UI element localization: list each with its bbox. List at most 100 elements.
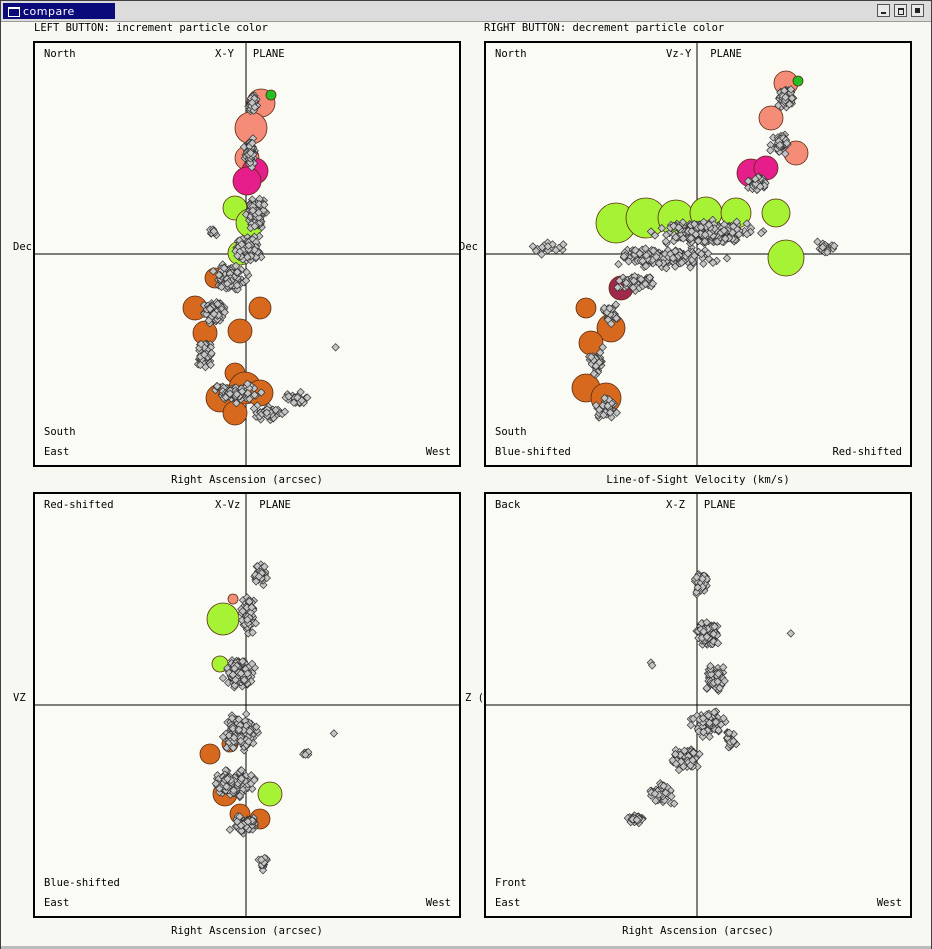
particle	[720, 220, 729, 229]
particle	[238, 657, 247, 666]
particle	[719, 663, 728, 672]
xy-side-label: Dec	[13, 241, 32, 253]
particle	[694, 236, 703, 246]
xy-top-left-label: North	[44, 48, 76, 60]
particle	[217, 282, 226, 292]
particle	[704, 220, 714, 229]
particle	[213, 382, 222, 391]
highlighted-particle	[265, 89, 277, 101]
particle	[284, 392, 293, 401]
particle	[786, 629, 795, 638]
highlighted-particle	[248, 296, 272, 320]
particle	[786, 85, 796, 94]
particle	[262, 408, 271, 417]
particle	[250, 245, 259, 255]
particle	[260, 200, 269, 209]
particle	[680, 746, 689, 755]
particle	[245, 597, 254, 606]
highlighted-particle	[199, 743, 221, 765]
particle	[734, 230, 744, 239]
xvz-plane-plot[interactable]: Red-shifted X-Vz PLANE Blue-shifted East…	[33, 492, 461, 918]
vzy-plane-plot[interactable]: North Vz-Y PLANE South Blue-shifted Red-…	[484, 41, 912, 467]
particle	[247, 771, 256, 780]
particle	[219, 263, 229, 273]
particle	[641, 279, 650, 289]
highlighted-particle	[575, 297, 597, 319]
particle	[690, 219, 699, 229]
particle	[721, 234, 730, 243]
particle	[696, 223, 706, 232]
particle	[818, 243, 827, 252]
window-menu-icon[interactable]	[8, 7, 20, 17]
particle	[646, 227, 656, 236]
particle	[239, 142, 249, 152]
particle	[551, 246, 561, 255]
particle	[247, 603, 256, 612]
particle	[636, 275, 646, 284]
particle	[686, 234, 696, 243]
particle	[615, 276, 624, 285]
particle	[661, 788, 670, 797]
title-bar[interactable]: compare	[1, 1, 931, 22]
particle	[237, 240, 246, 249]
xvz-top-left-label: Red-shifted	[44, 499, 114, 511]
particle	[229, 733, 239, 742]
particle	[243, 817, 253, 826]
xy-axis-title: Right Ascension (arcsec)	[171, 474, 323, 486]
particle	[699, 727, 708, 737]
particle	[659, 781, 668, 791]
particle	[223, 774, 232, 784]
particle	[693, 762, 702, 771]
particle	[537, 250, 546, 259]
particle	[247, 98, 257, 107]
particle	[255, 194, 264, 204]
particle	[209, 267, 218, 276]
particle	[701, 230, 710, 239]
particle	[708, 258, 718, 267]
particle	[257, 252, 266, 262]
xz-plane-label: X-Z PLANE	[666, 499, 736, 511]
particle	[587, 352, 596, 362]
particle	[823, 248, 832, 257]
particle	[237, 766, 246, 775]
xy-plane-plot[interactable]: North X-Y PLANE South East West	[33, 41, 461, 467]
particle	[766, 146, 775, 155]
particle	[225, 825, 235, 834]
particle	[531, 246, 541, 256]
particle	[232, 390, 242, 399]
minimize-button[interactable]	[877, 4, 890, 17]
particle	[301, 750, 310, 759]
particle	[713, 237, 722, 246]
particle	[677, 258, 686, 267]
xvz-bottom-left-label: Blue-shifted	[44, 877, 120, 889]
particle	[611, 300, 621, 309]
particle	[742, 219, 751, 228]
particle	[728, 228, 737, 237]
particle	[689, 748, 698, 757]
xz-plane-plot[interactable]: Back X-Z PLANE Front East West	[484, 492, 912, 918]
particle	[629, 276, 638, 286]
particle	[248, 139, 257, 148]
title-tab[interactable]: compare	[3, 3, 115, 19]
particle	[668, 253, 678, 263]
particle	[612, 314, 621, 323]
particle	[657, 224, 666, 233]
particle	[679, 234, 688, 243]
particle	[222, 782, 231, 791]
particle	[667, 792, 676, 801]
particle	[699, 627, 708, 636]
particle	[244, 241, 253, 250]
particle	[612, 408, 621, 417]
particle	[218, 673, 228, 683]
particle	[196, 360, 205, 370]
particle	[689, 714, 698, 723]
close-button[interactable]	[911, 4, 924, 17]
xy-scatter	[35, 43, 459, 465]
particle	[214, 270, 224, 280]
particle	[241, 276, 251, 285]
particle	[766, 140, 775, 150]
particle	[631, 246, 640, 255]
maximize-button[interactable]	[894, 4, 907, 17]
particle	[591, 361, 601, 371]
particle	[613, 283, 622, 292]
